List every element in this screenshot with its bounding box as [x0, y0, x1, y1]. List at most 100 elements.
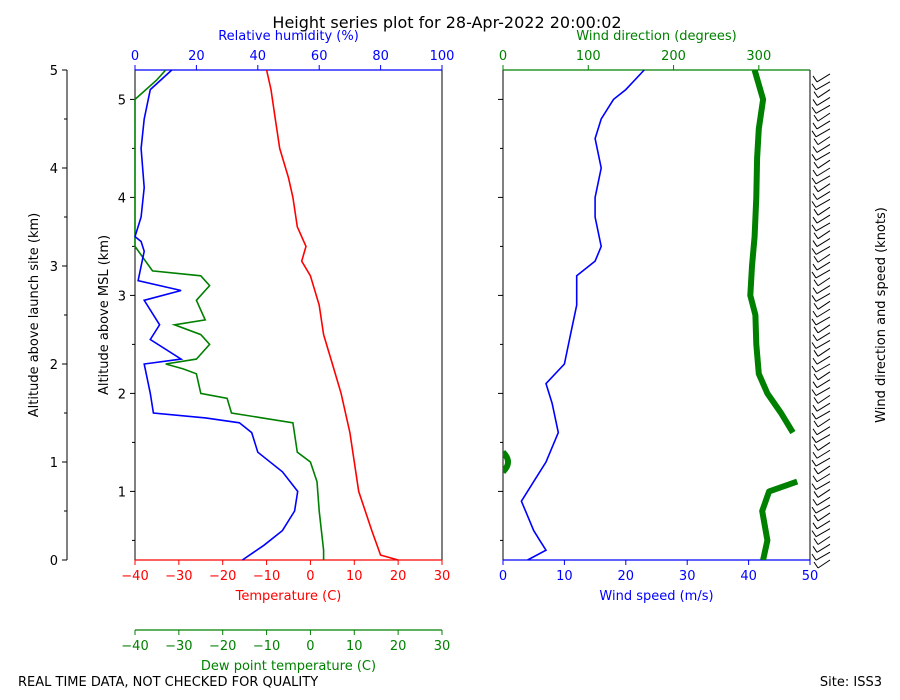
wind-barb: [816, 355, 831, 365]
wind-barb-flag: [812, 381, 818, 388]
wind-barb: [815, 104, 831, 114]
wind-barb: [815, 222, 831, 232]
humidity-tick-label: 80: [372, 49, 389, 64]
wind-barb-flag: [813, 114, 819, 122]
wind-barb-flag: [811, 389, 817, 396]
wind-barb-flag: [813, 161, 819, 169]
wind-barb: [817, 418, 831, 428]
wind-barb: [817, 371, 831, 381]
wind-barb-flag: [811, 224, 817, 232]
wind-barb: [815, 128, 831, 138]
temperature-tick-label: 0: [306, 569, 314, 584]
windspeed-tick-label: 30: [679, 569, 696, 584]
dewpoint-tick-label: −40: [121, 639, 148, 654]
wind-barb-flag: [812, 287, 818, 294]
wind-barb-flag: [813, 255, 819, 263]
wind-barb-flag: [813, 303, 819, 310]
temperature-tick-label: −20: [209, 569, 236, 584]
wind-barb-flag: [813, 138, 819, 145]
wind-barb: [817, 89, 831, 99]
wind-barb-flag: [813, 350, 819, 357]
wind-barb-flag: [811, 154, 817, 161]
wind-barb-flag: [812, 216, 818, 224]
dewpoint-tick-label: 30: [434, 639, 451, 654]
wind-barb: [817, 394, 831, 404]
wind-barb-flag: [813, 538, 819, 545]
wind-barb: [817, 300, 831, 310]
winddir-axis-label: Wind direction (degrees): [576, 29, 736, 44]
wind-barb: [816, 214, 831, 224]
wind-barb-flag: [812, 169, 818, 177]
dewpoint-tick-label: −30: [165, 639, 192, 654]
wind-barb-flag: [813, 373, 819, 381]
wind-barb-flag: [812, 75, 818, 83]
wind-barb-flag: [811, 553, 817, 561]
windspeed-axis-label: Wind speed (m/s): [599, 589, 713, 604]
wind-barb-flag: [813, 491, 819, 498]
dewpoint-tick-label: 10: [346, 639, 363, 654]
site-axis-label: Altitude above launch site (km): [27, 213, 42, 417]
wind-barb: [817, 441, 831, 451]
msl-tick-label: 2: [118, 387, 126, 402]
temperature-tick-label: 30: [434, 569, 451, 584]
temperature-tick-label: −40: [121, 569, 148, 584]
wind-barb-flag: [812, 404, 818, 412]
wind-barb-flag: [811, 271, 817, 279]
wind-barb: [815, 434, 831, 443]
wind-barb: [817, 112, 831, 122]
wind-direction-line: [747, 70, 796, 435]
msl-tick-label: 4: [118, 191, 126, 206]
wind-barb-flag: [811, 248, 817, 255]
wind-barb: [816, 144, 831, 153]
wind-barb: [815, 175, 831, 185]
msl-tick-label: 3: [118, 289, 126, 304]
wind-barb-flag: [812, 451, 818, 459]
wind-barb: [816, 379, 831, 389]
wind-barb-flag: [812, 499, 818, 506]
winddir-tick-label: 100: [576, 49, 601, 64]
humidity-tick-label: 60: [311, 49, 328, 64]
wind-barb: [816, 426, 831, 436]
site-tick-label: 3: [50, 260, 58, 275]
wind-barb: [817, 536, 831, 545]
humidity-axis-label: Relative humidity (%): [218, 29, 359, 44]
wind-barb: [815, 528, 831, 538]
wind-barb: [815, 363, 831, 373]
temperature-axis-label: Temperature (C): [235, 589, 342, 604]
wind-barb-flag: [813, 561, 819, 569]
wind-barb: [817, 347, 831, 357]
wind-speed-line: [520, 69, 645, 561]
wind-barb-flag: [811, 130, 817, 138]
wind-barb: [816, 332, 831, 342]
wind-barb-flag: [811, 177, 817, 185]
wind-barb-flag: [812, 263, 818, 271]
wind-barb: [817, 206, 831, 216]
wind-barb: [817, 183, 831, 193]
wind-barb: [815, 457, 831, 467]
wind-barb: [816, 285, 831, 295]
wind-barb: [815, 269, 831, 279]
wind-barb: [816, 496, 831, 506]
wind-barb-flag: [811, 295, 817, 302]
wind-barb-flag: [812, 522, 818, 530]
wind-barb-flag: [813, 279, 819, 287]
site-tick-label: 5: [50, 64, 58, 79]
wind-barb-flag: [813, 208, 819, 216]
site-label: Site: ISS3: [820, 675, 882, 690]
wind-barb-flag: [811, 412, 817, 420]
wind-barb-flag: [813, 185, 819, 192]
wind-barb-flag: [812, 475, 818, 483]
site-tick-label: 0: [50, 554, 58, 569]
wind-barb-flag: [812, 99, 818, 106]
wind-barb-flag: [811, 459, 817, 467]
wind-barb: [815, 151, 831, 161]
wind-barb-flag: [813, 420, 819, 428]
dewpoint-tick-label: −20: [209, 639, 236, 654]
wind-barb-flag: [811, 83, 817, 91]
wind-barb: [815, 481, 831, 491]
windspeed-tick-label: 40: [740, 569, 757, 584]
wind-barb: [816, 261, 831, 271]
wind-barb-flag: [811, 506, 817, 514]
wind-barb: [817, 159, 831, 169]
wind-barb: [817, 324, 831, 334]
